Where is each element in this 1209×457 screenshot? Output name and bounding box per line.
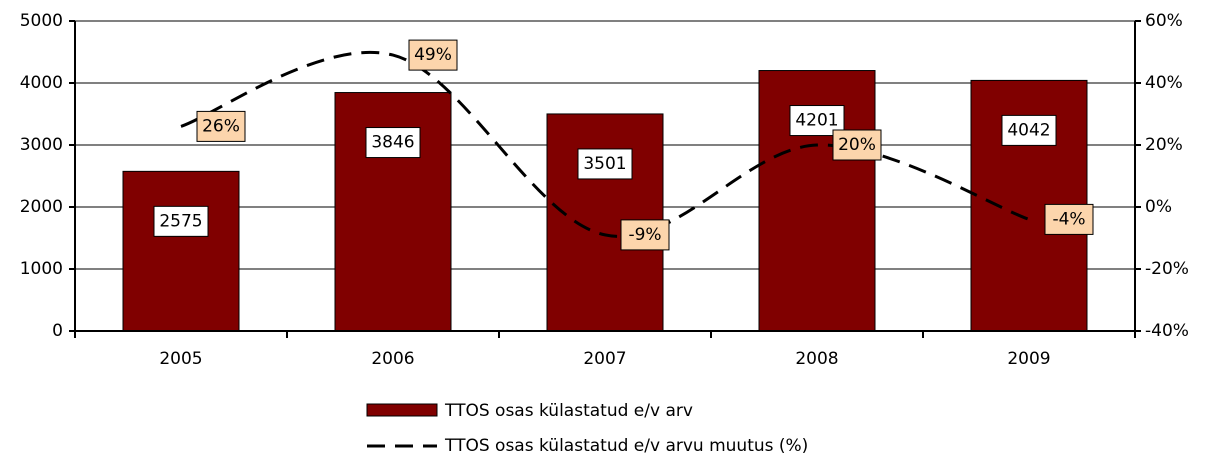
y-tick-label: 4000: [20, 73, 63, 93]
bar-label-box: [365, 127, 421, 159]
x-tick-label: 2006: [371, 349, 414, 369]
line-label: 49%: [414, 45, 452, 65]
y-tick-label: 1000: [20, 259, 63, 279]
legend-swatch: [366, 403, 438, 417]
y2-tick-label: -20%: [1145, 259, 1189, 279]
legend-label: TTOS osas külastatud e/v arvu muutus (%): [444, 436, 808, 456]
x-tick-label: 2007: [583, 349, 626, 369]
y2-tick-label: 40%: [1145, 73, 1183, 93]
x-tick-label: 2005: [159, 349, 202, 369]
legend-label: TTOS osas külastatud e/v arv: [444, 401, 693, 421]
line-label: -4%: [1052, 209, 1085, 229]
line-label-box: [832, 129, 882, 161]
bar-label-box: [1001, 114, 1057, 146]
line-label: 26%: [202, 116, 240, 136]
line: [180, 50, 1030, 238]
y-tick-label: 2000: [20, 197, 63, 217]
bar-label: 4042: [1007, 120, 1050, 140]
line-label-box: [1044, 203, 1094, 235]
bar: [758, 70, 876, 332]
bar-label: 3501: [583, 154, 626, 174]
line-label: 20%: [838, 135, 876, 155]
y-tick-label: 0: [52, 321, 63, 341]
bar-label-box: [577, 148, 633, 180]
y2-tick-label: 0%: [1145, 197, 1172, 217]
line-label-box: [408, 39, 458, 71]
x-tick-label: 2008: [795, 349, 838, 369]
line-label-box: [196, 110, 246, 142]
bar-label: 4201: [795, 111, 838, 131]
bar-label-box: [153, 205, 209, 237]
y-tick-label: 5000: [20, 11, 63, 31]
y2-tick-label: 20%: [1145, 135, 1183, 155]
line-label: -9%: [628, 225, 661, 245]
bar-label: 3846: [371, 133, 414, 153]
y2-tick-label: 60%: [1145, 11, 1183, 31]
line-label-box: [620, 219, 670, 251]
y2-tick-label: -40%: [1145, 321, 1189, 341]
x-tick-label: 2009: [1007, 349, 1050, 369]
bar-label: 2575: [159, 211, 202, 231]
y-tick-label: 3000: [20, 135, 63, 155]
bar: [122, 170, 240, 332]
